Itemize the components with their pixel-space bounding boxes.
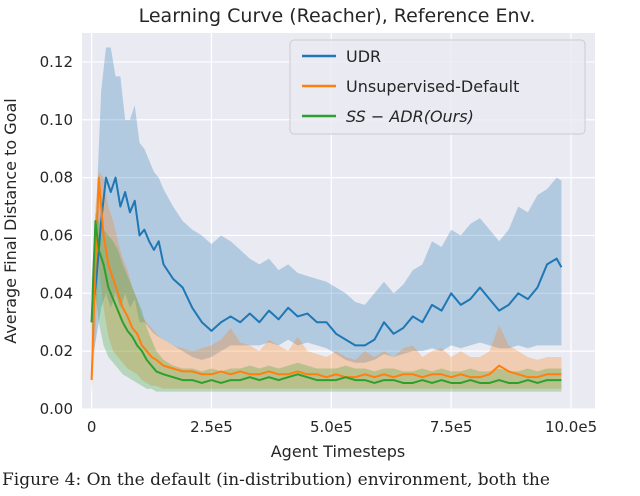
- figure-caption: Figure 4: On the default (in-distributio…: [2, 470, 550, 490]
- x-tick-label: 10.0e5: [545, 418, 597, 436]
- legend: UDR Unsupervised-Default SS − ADR(Ours): [289, 39, 586, 135]
- y-tick-label: 0.00: [40, 400, 73, 418]
- y-tick-label: 0.12: [40, 53, 73, 71]
- line-ss-adr-ours: [90, 220, 562, 384]
- x-tick-label: 5.0e5: [310, 418, 353, 436]
- legend-label-udr: UDR: [346, 47, 381, 66]
- chart-title: Learning Curve (Reacher), Reference Env.: [139, 5, 536, 27]
- y-tick-label: 0.10: [40, 111, 73, 129]
- x-tick-label: 7.5e5: [430, 418, 473, 436]
- y-axis: 0.00 0.02 0.04 0.06 0.08 0.10 0.12: [40, 53, 73, 418]
- legend-label-ss-adr: SS − ADR(Ours): [346, 107, 474, 126]
- line-udr: [90, 176, 563, 347]
- y-tick-label: 0.06: [40, 226, 73, 244]
- y-tick-label: 0.02: [40, 342, 73, 360]
- series-lines: [90, 176, 563, 384]
- band-udr: [91, 47, 562, 366]
- grid: [82, 33, 595, 410]
- chart: Learning Curve (Reacher), Reference Env.…: [1, 5, 597, 461]
- x-axis: 0 2.5e5 5.0e5 7.5e5 10.0e5: [87, 418, 597, 436]
- legend-label-unsupervised-default: Unsupervised-Default: [346, 77, 519, 96]
- y-tick-label: 0.08: [40, 169, 73, 187]
- y-axis-title: Average Final Distance to Goal: [1, 98, 20, 343]
- legend-box: [289, 39, 586, 135]
- x-tick-label: 2.5e5: [190, 418, 233, 436]
- x-axis-title: Agent Timesteps: [271, 442, 406, 461]
- y-tick-label: 0.04: [40, 284, 73, 302]
- x-tick-label: 0: [87, 418, 97, 436]
- line-unsupervised-default: [90, 176, 562, 381]
